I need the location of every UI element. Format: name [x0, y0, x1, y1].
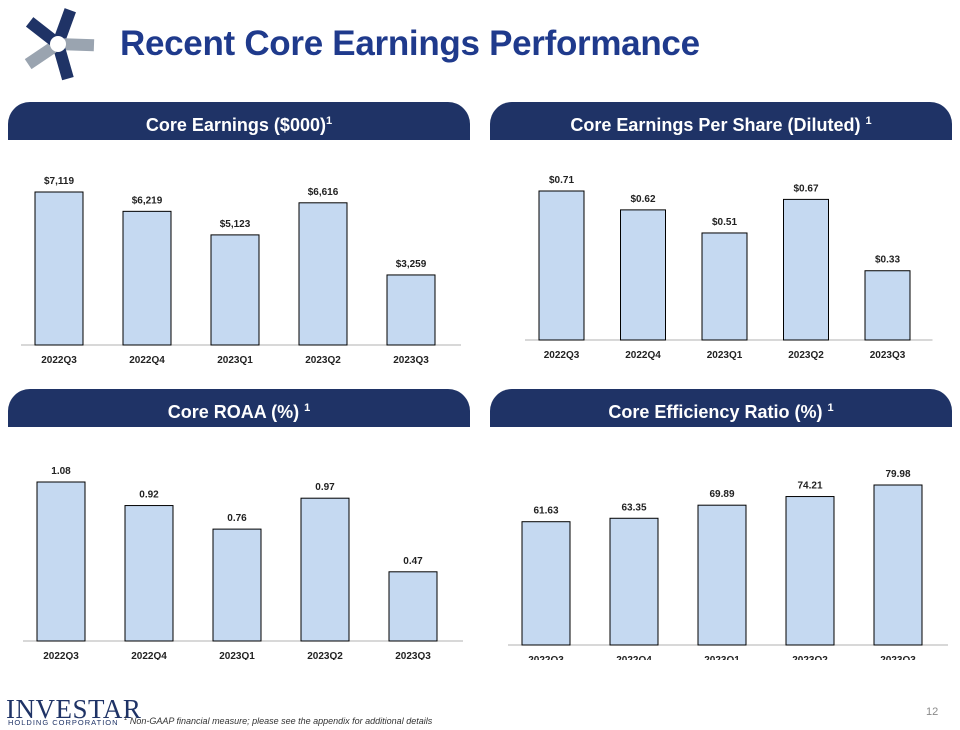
data-label-2023Q1: 69.89 [709, 489, 734, 500]
chart-core-eps: $0.71 2022Q3 $0.62 2022Q4 $0.51 2023Q1 $0.67 20… [525, 175, 933, 361]
company-logo-icon [24, 8, 95, 81]
data-label-2023Q2: $6,616 [308, 187, 339, 198]
bar-2023Q2 [785, 496, 835, 646]
tick-label-2022Q4: 2022Q4 [616, 655, 652, 660]
bar-2022Q4 [122, 210, 172, 346]
tick-label-2022Q4: 2022Q4 [129, 355, 165, 366]
panel-header-core-earnings: Core Earnings ($000)1 [8, 102, 470, 140]
data-label-2023Q1: $0.51 [712, 217, 737, 228]
bar-2022Q4 [609, 517, 659, 646]
bar-2022Q3 [538, 190, 585, 341]
tick-label-2023Q3: 2023Q3 [393, 355, 429, 366]
panel-title: Core ROAA (%) [167, 402, 300, 422]
tick-label-2023Q3: 2023Q3 [880, 655, 916, 660]
chart-core-efficiency: 61.63 2022Q3 63.35 2022Q4 69.89 2023Q1 74.21 20… [508, 469, 948, 660]
tick-label-2023Q2: 2023Q2 [788, 350, 824, 361]
bar-2023Q3 [864, 270, 911, 341]
panel-title-superscript: 1 [865, 115, 872, 127]
panel-header-core-eps: Core Earnings Per Share (Diluted) 1 [490, 102, 952, 140]
tick-label-2023Q1: 2023Q1 [219, 651, 255, 660]
footnote-marker: 1 [124, 716, 128, 722]
data-label-2023Q2: 74.21 [797, 481, 822, 492]
panel-title: Core Earnings ($000) [145, 115, 326, 135]
tick-label-2023Q2: 2023Q2 [792, 655, 828, 660]
bar-2022Q4 [124, 505, 174, 642]
bar-2022Q3 [34, 191, 84, 346]
panel-title-superscript: 1 [325, 115, 333, 127]
bar-2023Q1 [697, 504, 747, 646]
company-name: INVESTAR [6, 694, 142, 724]
panel-header-core-efficiency: Core Efficiency Ratio (%) 1 [490, 389, 952, 427]
data-label-2023Q3: 0.47 [403, 556, 423, 567]
bar-2022Q3 [36, 481, 86, 642]
data-label-2022Q3: $7,119 [44, 176, 74, 187]
bar-2023Q1 [212, 528, 262, 642]
panel-header-core-roaa: Core ROAA (%) 1 [8, 389, 470, 427]
tick-label-2023Q1: 2023Q1 [217, 355, 253, 366]
bar-2023Q3 [388, 571, 438, 642]
page-number: 12 [926, 706, 939, 718]
tick-label-2022Q4: 2022Q4 [131, 651, 167, 660]
bar-2023Q2 [300, 497, 350, 642]
data-label-2023Q3: 79.98 [885, 469, 910, 480]
chart-core-earnings: $7,119 2022Q3 $6,219 2022Q4 $5,123 2023Q1 $6,6… [21, 176, 461, 366]
bar-2023Q2 [298, 202, 348, 346]
company-subtitle: HOLDING CORPORATION [8, 718, 119, 727]
footnote: 1 Non-GAAP financial measure; please see… [124, 716, 432, 726]
bar-2023Q2 [783, 198, 829, 341]
slide-title: Recent Core Earnings Performance [120, 24, 700, 63]
data-label-2022Q4: $0.62 [630, 194, 655, 205]
footnote-text: Non-GAAP financial measure; please see t… [129, 716, 433, 726]
tick-label-2023Q1: 2023Q1 [707, 350, 743, 361]
chart-core-roaa: 1.08 2022Q3 0.92 2022Q4 0.76 2023Q1 0.97 2023Q2… [23, 466, 463, 660]
bar-2023Q1 [701, 232, 748, 341]
data-label-2023Q2: 0.97 [315, 482, 335, 493]
data-label-2022Q3: 61.63 [533, 506, 558, 517]
data-label-2023Q1: 0.76 [227, 513, 247, 524]
data-label-2023Q3: $3,259 [396, 259, 427, 270]
bar-2023Q1 [210, 234, 260, 346]
data-label-2022Q4: 63.35 [621, 502, 646, 513]
panel-title-superscript: 1 [827, 402, 834, 414]
tick-label-2022Q3: 2022Q3 [544, 350, 580, 361]
tick-label-2022Q3: 2022Q3 [41, 355, 77, 366]
bar-2023Q3 [873, 484, 923, 646]
tick-label-2023Q2: 2023Q2 [307, 651, 343, 660]
bar-2022Q3 [521, 521, 571, 646]
data-label-2023Q3: $0.33 [875, 255, 900, 266]
panel-title-superscript: 1 [304, 402, 311, 414]
tick-label-2022Q4: 2022Q4 [625, 350, 661, 361]
data-label-2022Q3: $0.71 [549, 175, 574, 186]
data-label-2023Q1: $5,123 [220, 219, 251, 230]
tick-label-2022Q3: 2022Q3 [528, 655, 564, 660]
bar-2023Q3 [386, 274, 436, 346]
data-label-2022Q4: 0.92 [139, 490, 159, 501]
data-label-2022Q3: 1.08 [51, 466, 71, 477]
panel-title: Core Earnings Per Share (Diluted) [570, 115, 861, 135]
tick-label-2023Q1: 2023Q1 [704, 655, 740, 660]
data-label-2023Q2: $0.67 [793, 183, 818, 194]
tick-label-2023Q3: 2023Q3 [870, 350, 906, 361]
data-label-2022Q4: $6,219 [132, 195, 163, 206]
tick-label-2023Q3: 2023Q3 [395, 651, 431, 660]
tick-label-2023Q2: 2023Q2 [305, 355, 341, 366]
panel-title: Core Efficiency Ratio (%) [608, 402, 823, 422]
bar-2022Q4 [620, 209, 666, 341]
tick-label-2022Q3: 2022Q3 [43, 651, 79, 660]
